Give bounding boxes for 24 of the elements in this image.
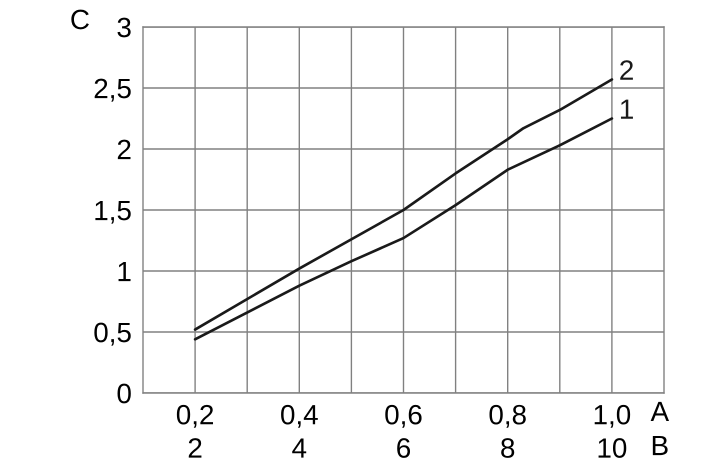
x-axis-title: A bbox=[650, 402, 670, 422]
y-tick-label: 2 bbox=[118, 140, 130, 160]
y-tick-label: 1,5 bbox=[95, 200, 131, 224]
x-tick-label: 0,6 bbox=[385, 404, 422, 428]
x2-tick-label: 4 bbox=[292, 438, 306, 458]
line-series bbox=[194, 78, 614, 331]
x2-tick-label: 6 bbox=[397, 438, 410, 458]
x2-axis-title: B bbox=[652, 436, 668, 456]
x-tick-label: 1,0 bbox=[594, 404, 630, 428]
y-tick-label: 0,5 bbox=[94, 322, 131, 346]
series-label: 2 bbox=[620, 60, 633, 80]
y-tick-label: 2,5 bbox=[94, 78, 131, 102]
line-series bbox=[194, 117, 614, 341]
y-tick-label: 3 bbox=[118, 18, 131, 38]
x-tick-label: 0,2 bbox=[176, 404, 214, 428]
y-axis-title: C bbox=[71, 10, 89, 30]
x2-tick-label: 8 bbox=[501, 438, 514, 458]
y-tick-label: 1 bbox=[118, 262, 131, 282]
x2-tick-label: 10 bbox=[598, 438, 626, 458]
series-label: 1 bbox=[620, 100, 633, 119]
x-tick-label: 0,4 bbox=[281, 404, 318, 428]
y-tick-label: 0 bbox=[118, 384, 131, 404]
x-tick-label: 0,8 bbox=[489, 404, 526, 428]
x2-tick-label: 2 bbox=[188, 438, 202, 458]
